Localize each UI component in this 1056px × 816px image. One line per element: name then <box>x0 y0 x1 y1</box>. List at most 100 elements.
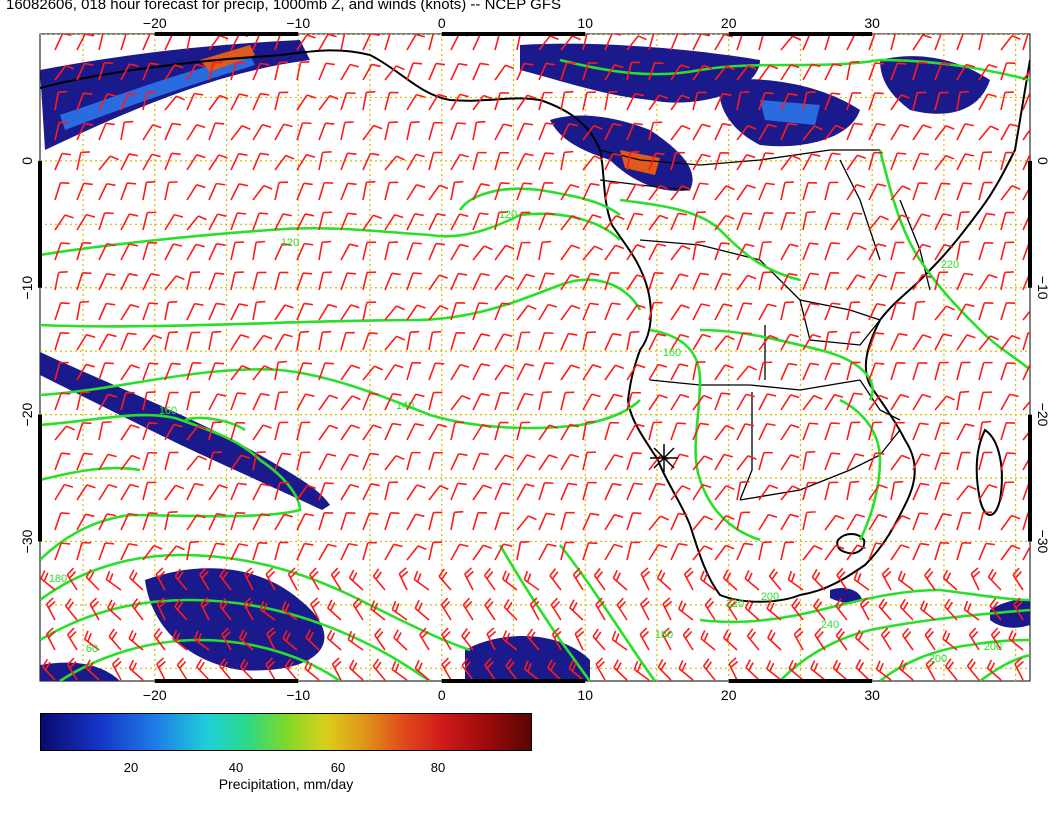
wind-barb <box>230 93 249 111</box>
wind-barb <box>835 598 848 621</box>
wind-barb <box>714 272 732 291</box>
wind-barb <box>142 544 163 561</box>
wind-barb <box>692 455 713 471</box>
wind-barb <box>164 95 186 111</box>
wind-barb <box>846 245 867 261</box>
wind-barb <box>41 658 56 681</box>
wind-barb <box>384 34 391 51</box>
wind-barb <box>296 242 314 261</box>
wind-barb <box>450 243 469 261</box>
wind-barb <box>780 272 798 291</box>
wind-barb <box>516 304 537 321</box>
wind-barb <box>802 333 822 351</box>
wind-barb <box>230 183 249 201</box>
wind-barb <box>331 657 342 681</box>
wind-barb <box>274 481 289 501</box>
wind-barb <box>153 628 166 651</box>
wind-barb <box>208 484 228 501</box>
wind-barb <box>494 91 510 111</box>
wind-barb <box>956 334 976 351</box>
wind-barb <box>472 120 486 141</box>
contour-line <box>558 544 657 681</box>
wind-barb <box>98 272 116 291</box>
wind-barb <box>780 485 801 501</box>
wind-barb <box>98 242 116 261</box>
wind-barb <box>296 330 310 351</box>
wind-barb <box>362 271 377 291</box>
wind-barb <box>802 394 823 411</box>
wind-barb <box>648 62 664 81</box>
wind-barb <box>186 391 201 411</box>
wind-barb <box>846 183 866 201</box>
wind-barb <box>484 657 496 681</box>
wind-barb <box>340 542 358 561</box>
wind-barb <box>626 541 641 561</box>
wind-barb <box>176 657 188 681</box>
wind-barb <box>802 91 816 111</box>
wind-barb <box>604 181 620 201</box>
wind-barb <box>1012 567 1024 591</box>
precip-blob-north-west-core <box>60 55 255 130</box>
wind-barb <box>569 599 584 621</box>
wind-barb <box>428 330 442 351</box>
wind-barb <box>98 542 115 561</box>
wind-barb <box>296 94 316 111</box>
contour-label: 180 <box>49 573 67 585</box>
wind-barb <box>582 542 598 561</box>
wind-barb <box>142 124 162 141</box>
wind-barb <box>76 300 90 321</box>
wind-barb <box>406 34 425 51</box>
wind-barb <box>362 241 377 261</box>
wind-barb <box>516 182 533 201</box>
wind-barb <box>560 244 581 261</box>
wind-barb <box>310 597 320 621</box>
wind-barb <box>208 242 226 261</box>
wind-barb <box>362 332 378 351</box>
wind-barb <box>736 542 754 561</box>
wind-barb <box>340 92 356 111</box>
wind-barb <box>736 65 757 81</box>
wind-barb <box>582 302 599 321</box>
wind-barb <box>824 422 840 441</box>
wind-barb <box>274 541 289 561</box>
wind-barb <box>824 544 845 561</box>
wind-barb <box>956 272 974 291</box>
wind-barb <box>472 183 490 201</box>
wind-barb <box>824 181 839 201</box>
wind-barb <box>780 513 799 531</box>
wind-barb <box>538 391 552 411</box>
wind-barb <box>714 335 735 351</box>
wind-barb <box>670 542 688 561</box>
wind-barb <box>868 542 885 561</box>
wind-barb <box>897 570 914 591</box>
wind-barb <box>978 34 984 51</box>
wind-barb <box>296 542 314 561</box>
wind-barb <box>419 627 430 651</box>
wind-barb <box>714 65 735 81</box>
wind-barb <box>846 392 863 411</box>
wind-barb <box>318 424 339 441</box>
wind-barb <box>1022 545 1030 561</box>
wind-barb <box>406 121 420 141</box>
wind-barb <box>722 629 738 651</box>
wind-barb <box>934 91 949 111</box>
wind-barb <box>494 302 511 321</box>
wind-barb <box>942 630 958 651</box>
wind-barb <box>164 122 182 141</box>
wind-barb <box>296 153 316 171</box>
lon-tick-label: 10 <box>577 687 593 703</box>
wind-barb <box>670 124 691 141</box>
wind-barb <box>45 627 56 651</box>
wind-barb <box>120 34 127 51</box>
wind-barb <box>428 485 449 501</box>
wind-barb <box>766 600 782 621</box>
wind-barb <box>54 512 70 531</box>
wind-barb <box>54 452 71 471</box>
wind-barb <box>318 394 339 411</box>
contour-line <box>40 278 642 328</box>
border-line <box>799 299 881 346</box>
wind-barb <box>98 182 116 201</box>
map-title: 16082606, 018 hour forecast for precip, … <box>6 0 561 13</box>
wind-barb <box>802 362 820 381</box>
wind-barb <box>450 543 469 561</box>
